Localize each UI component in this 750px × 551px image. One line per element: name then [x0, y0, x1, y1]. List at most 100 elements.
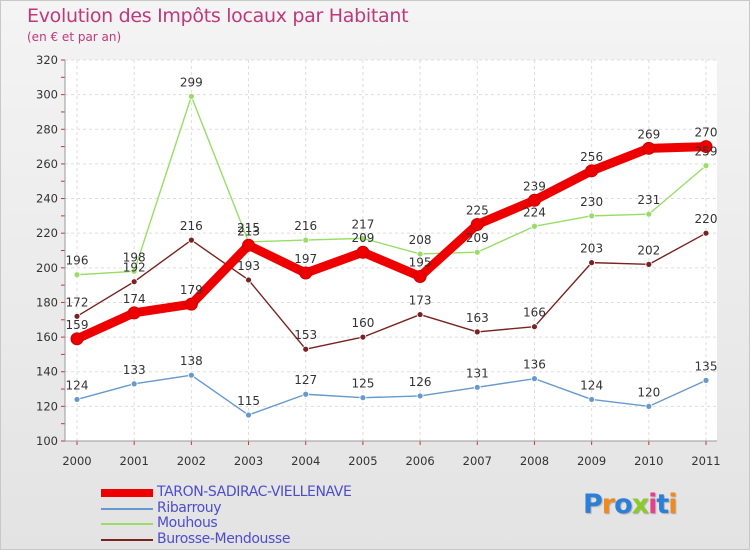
data-label: 225	[466, 204, 489, 218]
data-label: 256	[580, 150, 603, 164]
data-label: 198	[123, 250, 146, 264]
data-point	[187, 92, 195, 100]
x-tick-label: 2011	[691, 454, 720, 468]
y-tick-label: 300	[36, 88, 58, 102]
data-label: 124	[66, 378, 89, 392]
data-point	[473, 328, 481, 336]
data-label: 259	[695, 145, 718, 159]
data-label: 203	[580, 242, 603, 256]
data-point	[642, 141, 656, 155]
legend-swatch	[101, 538, 153, 541]
logo-letter: t	[656, 489, 669, 520]
x-tick-label: 2009	[577, 454, 606, 468]
x-tick-label: 2004	[291, 454, 320, 468]
series-line	[76, 374, 707, 416]
logo-letter: i	[648, 489, 657, 520]
data-point	[702, 376, 710, 384]
data-point	[356, 245, 370, 259]
legend-label: TARON-SADIRAC-VIELLENAVE	[157, 484, 352, 500]
data-label: 217	[351, 217, 374, 231]
x-tick-label: 2002	[177, 454, 206, 468]
data-point	[585, 164, 599, 178]
data-label: 160	[351, 316, 374, 330]
y-tick-label: 220	[36, 226, 58, 240]
chart-title: Evolution des Impôts locaux par Habitant	[27, 5, 409, 27]
data-point	[73, 271, 81, 279]
x-tick-label: 2001	[120, 454, 149, 468]
data-label: 197	[294, 252, 317, 266]
y-tick-label: 160	[36, 330, 58, 344]
data-point	[184, 297, 198, 311]
legend-label: Burosse-Mendousse	[157, 530, 291, 547]
data-label: 120	[637, 385, 660, 399]
data-label: 239	[523, 179, 546, 193]
legend-swatch	[101, 489, 153, 497]
data-point	[73, 312, 81, 320]
data-point	[702, 229, 710, 237]
data-point	[242, 238, 256, 252]
data-label: 213	[237, 224, 260, 238]
data-point	[245, 411, 252, 419]
data-point	[299, 266, 313, 280]
data-point	[73, 396, 81, 403]
data-point	[645, 402, 653, 410]
data-label: 125	[351, 377, 374, 391]
data-point	[127, 306, 141, 320]
data-label: 153	[294, 328, 317, 342]
y-tick-label: 100	[36, 434, 58, 448]
chart-subtitle: (en € et par an)	[27, 30, 122, 44]
data-label: 216	[294, 219, 317, 233]
data-label: 174	[123, 292, 146, 306]
data-point	[130, 380, 138, 388]
data-point	[413, 269, 427, 283]
data-point	[187, 371, 195, 379]
x-tick-label: 2000	[62, 454, 91, 468]
data-label: 133	[123, 363, 146, 377]
logo-letter: o	[614, 489, 633, 520]
data-label: 299	[180, 75, 203, 89]
data-point	[70, 332, 84, 346]
y-tick-label: 280	[36, 122, 58, 136]
legend-label: Mouhous	[157, 515, 218, 531]
data-point	[588, 259, 596, 267]
data-point	[302, 345, 310, 353]
data-label: 193	[237, 259, 260, 273]
x-tick-label: 2006	[405, 454, 434, 468]
data-label: 202	[637, 243, 660, 257]
data-label: 196	[66, 254, 89, 268]
x-tick-label: 2005	[348, 454, 377, 468]
data-label: 138	[180, 354, 203, 368]
data-label: 179	[180, 283, 203, 297]
data-label: 131	[466, 366, 489, 380]
data-label: 166	[523, 306, 546, 320]
data-point	[416, 311, 424, 318]
data-label: 159	[66, 318, 89, 332]
data-point	[531, 375, 538, 383]
data-point	[416, 250, 424, 258]
legend-swatch	[101, 507, 153, 510]
data-label: 269	[637, 127, 660, 141]
series-line	[76, 95, 707, 276]
y-tick-label: 240	[36, 192, 58, 206]
data-point	[531, 323, 538, 331]
legend-label: Ribarrouy	[157, 499, 222, 516]
data-label: 135	[695, 359, 718, 373]
data-point	[359, 394, 367, 402]
data-label: 270	[695, 126, 718, 140]
data-label: 209	[351, 231, 374, 245]
y-tick-label: 120	[36, 399, 58, 413]
data-label: 231	[637, 193, 660, 207]
data-point	[245, 276, 252, 284]
x-tick-label: 2008	[520, 454, 549, 468]
x-tick-label: 2007	[463, 454, 492, 468]
data-point	[527, 193, 541, 207]
data-point	[645, 210, 653, 218]
data-label: 126	[409, 375, 432, 389]
data-label: 224	[523, 205, 546, 219]
series-line	[76, 232, 707, 350]
logo-letter: i	[668, 489, 677, 520]
y-tick-label: 180	[36, 295, 58, 309]
data-point	[302, 390, 310, 398]
data-label: 136	[523, 358, 546, 372]
